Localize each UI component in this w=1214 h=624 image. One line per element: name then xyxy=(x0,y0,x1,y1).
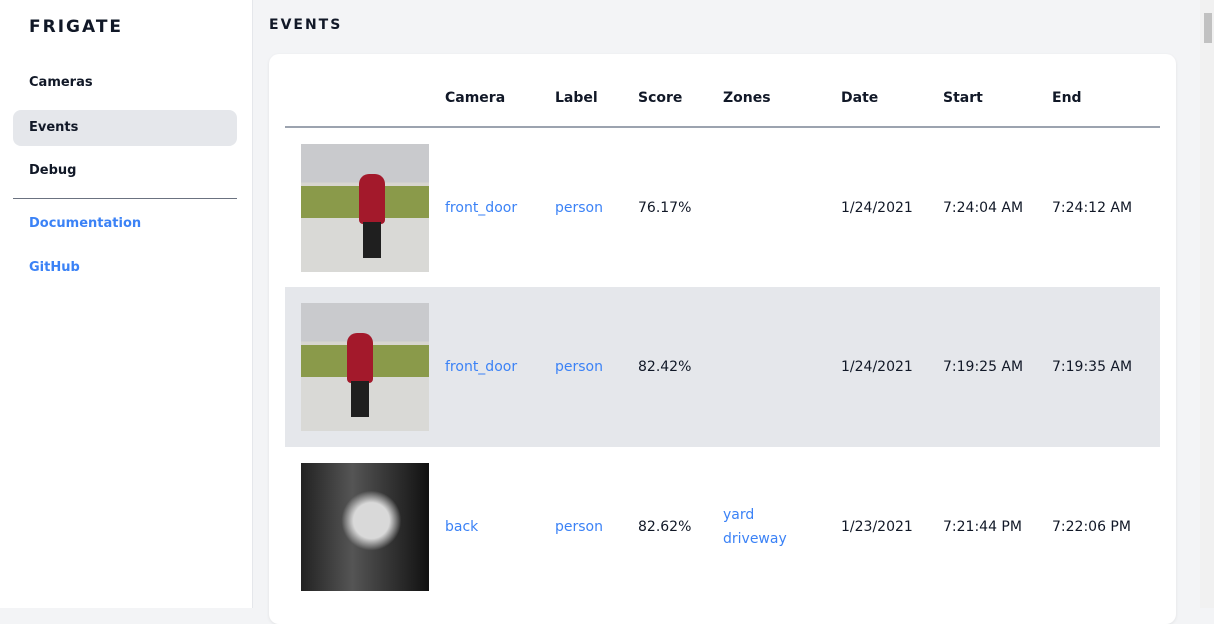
end-time: 7:22:06 PM xyxy=(1052,519,1131,535)
zones xyxy=(723,287,841,447)
events-table: Camera Label Score Zones Date Start End … xyxy=(285,70,1160,607)
scrollbar[interactable] xyxy=(1200,0,1214,608)
score: 82.62% xyxy=(638,519,692,535)
camera-link[interactable]: front_door xyxy=(445,199,518,216)
label-link[interactable]: person xyxy=(555,287,638,447)
header-end: End xyxy=(1052,70,1160,128)
table-row[interactable]: front_door person 82.42% 1/24/2021 7:19:… xyxy=(285,287,1160,447)
header-zones: Zones xyxy=(723,70,841,128)
label-link[interactable]: person xyxy=(555,199,603,216)
start-time: 7:21:44 PM xyxy=(943,519,1022,535)
date: 1/23/2021 xyxy=(841,519,913,535)
start-time: 7:19:25 AM xyxy=(943,287,1052,447)
header-score: Score xyxy=(638,70,723,128)
start-time: 7:24:04 AM xyxy=(943,199,1024,216)
documentation-link[interactable]: Documentation xyxy=(29,216,142,231)
date: 1/24/2021 xyxy=(841,199,913,216)
sidebar-item-events[interactable]: Events xyxy=(13,110,237,146)
end-time: 7:19:35 AM xyxy=(1052,287,1160,447)
scrollbar-thumb[interactable] xyxy=(1204,13,1212,43)
date: 1/24/2021 xyxy=(841,287,943,447)
camera-link[interactable]: front_door xyxy=(445,287,555,447)
score: 82.42% xyxy=(638,287,723,447)
header-label: Label xyxy=(555,70,638,128)
brand-logo: FRIGATE xyxy=(29,17,124,37)
table-row[interactable]: back person 82.62% yard driveway 1/23/202… xyxy=(285,447,1160,607)
event-thumbnail[interactable] xyxy=(301,303,429,431)
zones: yard driveway xyxy=(723,447,841,607)
header-start: Start xyxy=(943,70,1052,128)
sidebar-item-debug[interactable]: Debug xyxy=(29,163,77,178)
label-link[interactable]: person xyxy=(555,519,603,535)
sidebar-divider xyxy=(13,198,237,199)
header-thumbnail xyxy=(285,70,445,128)
event-thumbnail[interactable] xyxy=(301,143,429,272)
page-title: EVENTS xyxy=(269,17,343,33)
github-link[interactable]: GitHub xyxy=(29,260,80,275)
zone-link[interactable]: yard xyxy=(723,507,755,523)
zones xyxy=(723,127,841,287)
zone-link[interactable]: driveway xyxy=(723,531,787,547)
table-row[interactable]: front_door person 76.17% 1/24/2021 7:24:… xyxy=(285,127,1160,287)
sidebar: FRIGATE Cameras Events Debug Documentati… xyxy=(0,0,253,608)
end-time: 7:24:12 AM xyxy=(1052,199,1133,216)
score: 76.17% xyxy=(638,199,692,216)
header-date: Date xyxy=(841,70,943,128)
events-card: Camera Label Score Zones Date Start End … xyxy=(269,54,1176,624)
camera-link[interactable]: back xyxy=(445,519,479,535)
event-thumbnail[interactable] xyxy=(301,463,429,591)
sidebar-item-cameras[interactable]: Cameras xyxy=(29,75,93,90)
header-camera: Camera xyxy=(445,70,555,128)
